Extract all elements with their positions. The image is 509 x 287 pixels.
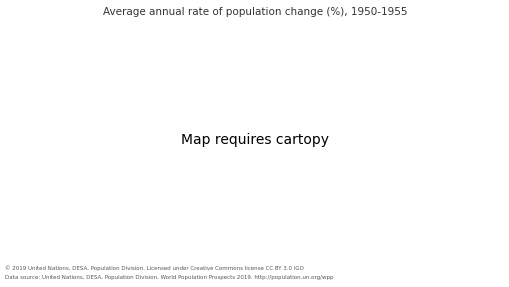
Text: © 2019 United Nations, DESA, Population Division. Licensed under Creative Common: © 2019 United Nations, DESA, Population … bbox=[5, 265, 303, 271]
Text: Average annual rate of population change (%), 1950-1955: Average annual rate of population change… bbox=[102, 7, 407, 17]
Text: Map requires cartopy: Map requires cartopy bbox=[181, 133, 328, 146]
Text: Data source: United Nations, DESA, Population Division. World Population Prospec: Data source: United Nations, DESA, Popul… bbox=[5, 275, 333, 280]
